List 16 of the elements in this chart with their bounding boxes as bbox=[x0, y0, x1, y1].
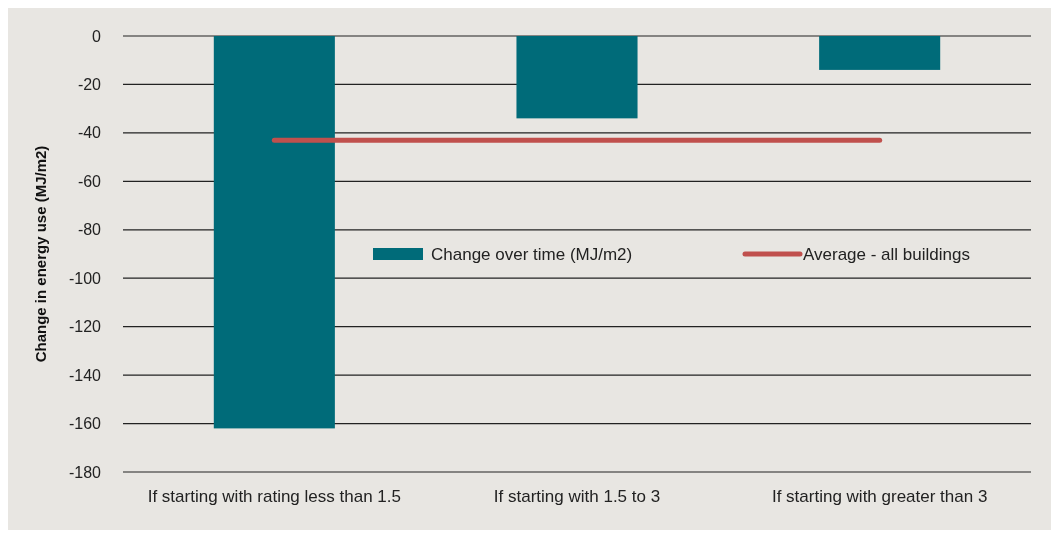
y-tick-label: 0 bbox=[92, 27, 102, 45]
y-tick-label: -60 bbox=[77, 172, 102, 190]
y-tick-label: -40 bbox=[77, 124, 102, 142]
x-tick-label: If starting with 1.5 to 3 bbox=[493, 487, 661, 506]
x-tick-label: If starting with rating less than 1.5 bbox=[147, 487, 401, 506]
y-tick-label: -100 bbox=[68, 269, 102, 287]
y-tick-label: -120 bbox=[68, 318, 102, 336]
legend-label: Change over time (MJ/m2) bbox=[431, 244, 633, 264]
y-tick-label: -140 bbox=[68, 366, 102, 384]
y-tick-label: -160 bbox=[68, 415, 102, 433]
legend-label: Average - all buildings bbox=[803, 244, 970, 264]
y-tick-label: -20 bbox=[77, 76, 102, 94]
y-tick-label: -80 bbox=[77, 221, 102, 239]
y-tick-label: -180 bbox=[68, 463, 102, 481]
x-tick-label: If starting with greater than 3 bbox=[771, 487, 988, 506]
y-axis-title: Change in energy use (MJ/m2) bbox=[32, 145, 49, 363]
